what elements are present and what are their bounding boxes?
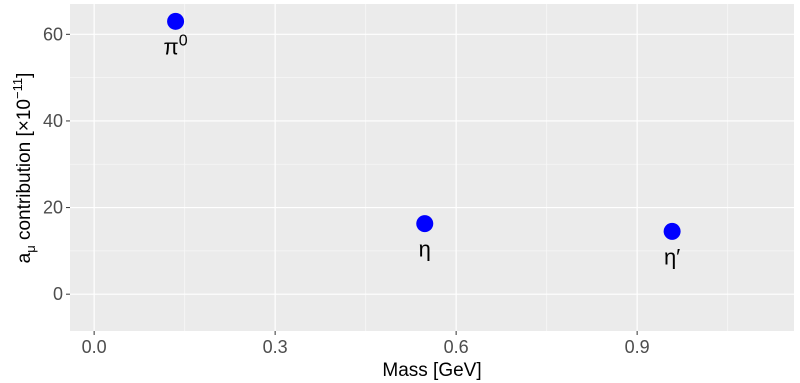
point-label: η′ xyxy=(664,244,680,269)
y-axis-title-text: contribution [×10 xyxy=(14,99,35,245)
y-axis-title-main: a xyxy=(14,252,35,263)
data-point xyxy=(416,215,434,233)
x-tick-label: 0.3 xyxy=(263,337,288,357)
grid-minor xyxy=(70,4,794,331)
y-tick-label: 0 xyxy=(53,284,63,304)
point-labels: π0 η η′ xyxy=(164,32,681,269)
x-axis: 0.0 0.3 0.6 0.9 xyxy=(82,331,650,357)
y-axis-title: aμ contribution [×10−11] xyxy=(10,73,38,264)
y-tick-label: 60 xyxy=(43,24,63,44)
y-axis-title-subscript: μ xyxy=(23,245,38,253)
x-tick-label: 0.9 xyxy=(625,337,650,357)
grid-major xyxy=(70,4,794,331)
point-label: π0 xyxy=(164,32,188,59)
data-point xyxy=(167,12,185,30)
y-axis: 0 20 40 60 xyxy=(43,24,70,304)
y-tick-label: 20 xyxy=(43,198,63,218)
x-tick-label: 0.6 xyxy=(444,337,469,357)
data-points xyxy=(167,12,681,240)
y-tick-label: 40 xyxy=(43,111,63,131)
plot-panel xyxy=(70,4,794,331)
point-label: η xyxy=(419,237,431,262)
data-point xyxy=(663,222,681,240)
y-axis-title-superscript: −11 xyxy=(10,78,25,99)
y-axis-title-close: ] xyxy=(14,73,35,78)
x-axis-title: Mass [GeV] xyxy=(382,360,481,381)
x-tick-label: 0.0 xyxy=(82,337,107,357)
